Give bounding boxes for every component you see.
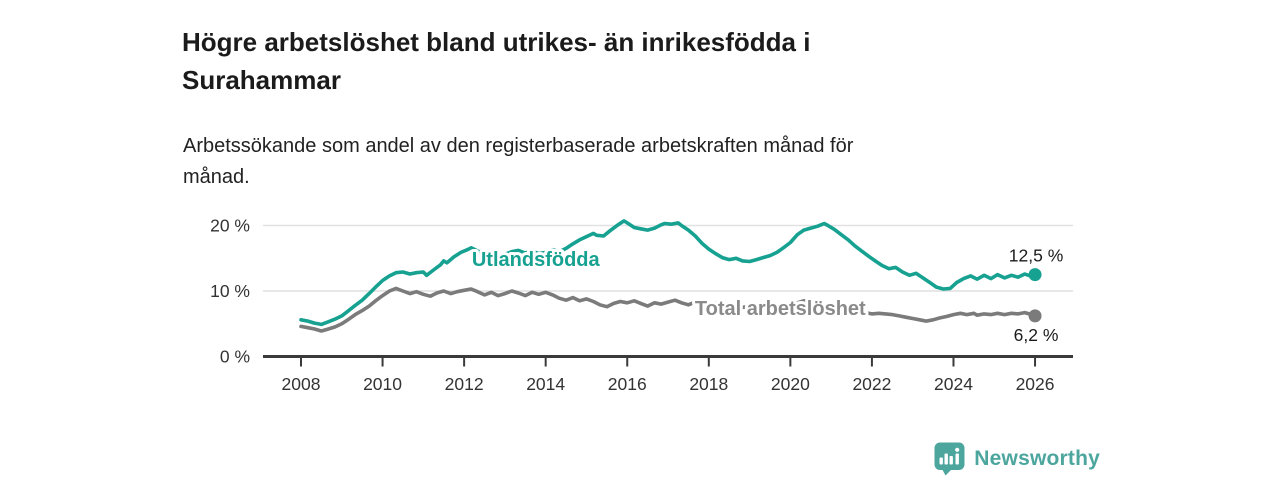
series-end-value-utlandsfodda: 12,5 % — [1009, 246, 1063, 266]
series-end-value-total: 6,2 % — [1014, 325, 1059, 345]
y-axis-tick-label: 10 % — [210, 281, 250, 301]
newsworthy-logo-icon — [934, 442, 965, 476]
series-line-utlandsfodda — [299, 219, 1037, 327]
newsworthy-branding: Newsworthy — [934, 442, 1100, 476]
series-label-total: Total arbetslöshet — [695, 298, 866, 320]
x-axis-tick-label: 2018 — [689, 374, 728, 394]
series-label-utlandsfodda: Utlandsfödda — [472, 249, 601, 271]
x-axis-tick-label: 2012 — [445, 374, 484, 394]
page-title-line1: Högre arbetslöshet bland utrikes- än inr… — [182, 27, 811, 58]
x-axis-tick-label: 2020 — [771, 374, 810, 394]
series-end-dot-total — [1028, 309, 1042, 323]
y-axis-tick-label: 20 % — [210, 216, 250, 236]
page-subtitle: Arbetssökande som andel av den registerb… — [183, 131, 1043, 193]
page-subtitle-line1: Arbetssökande som andel av den registerb… — [183, 135, 854, 157]
y-axis-tick-label: 0 % — [220, 347, 250, 367]
newsworthy-brand-name: Newsworthy — [974, 447, 1100, 470]
x-axis-tick-label: 2024 — [934, 374, 973, 394]
series-end-dot-utlandsfodda — [1028, 268, 1042, 282]
x-axis-tick-label: 2022 — [852, 374, 891, 394]
page-title: Högre arbetslöshet bland utrikes- än inr… — [182, 23, 972, 99]
x-axis-tick-label: 2010 — [363, 374, 402, 394]
x-axis-tick-label: 2014 — [526, 374, 565, 394]
x-axis-tick-label: 2016 — [608, 374, 647, 394]
page-title-line2: Surahammar — [182, 65, 341, 96]
series-line-total — [299, 286, 1037, 333]
page-subtitle-line2: månad. — [183, 166, 250, 188]
x-axis-tick-label: 2008 — [282, 374, 321, 394]
x-axis-tick-label: 2026 — [1016, 374, 1055, 394]
